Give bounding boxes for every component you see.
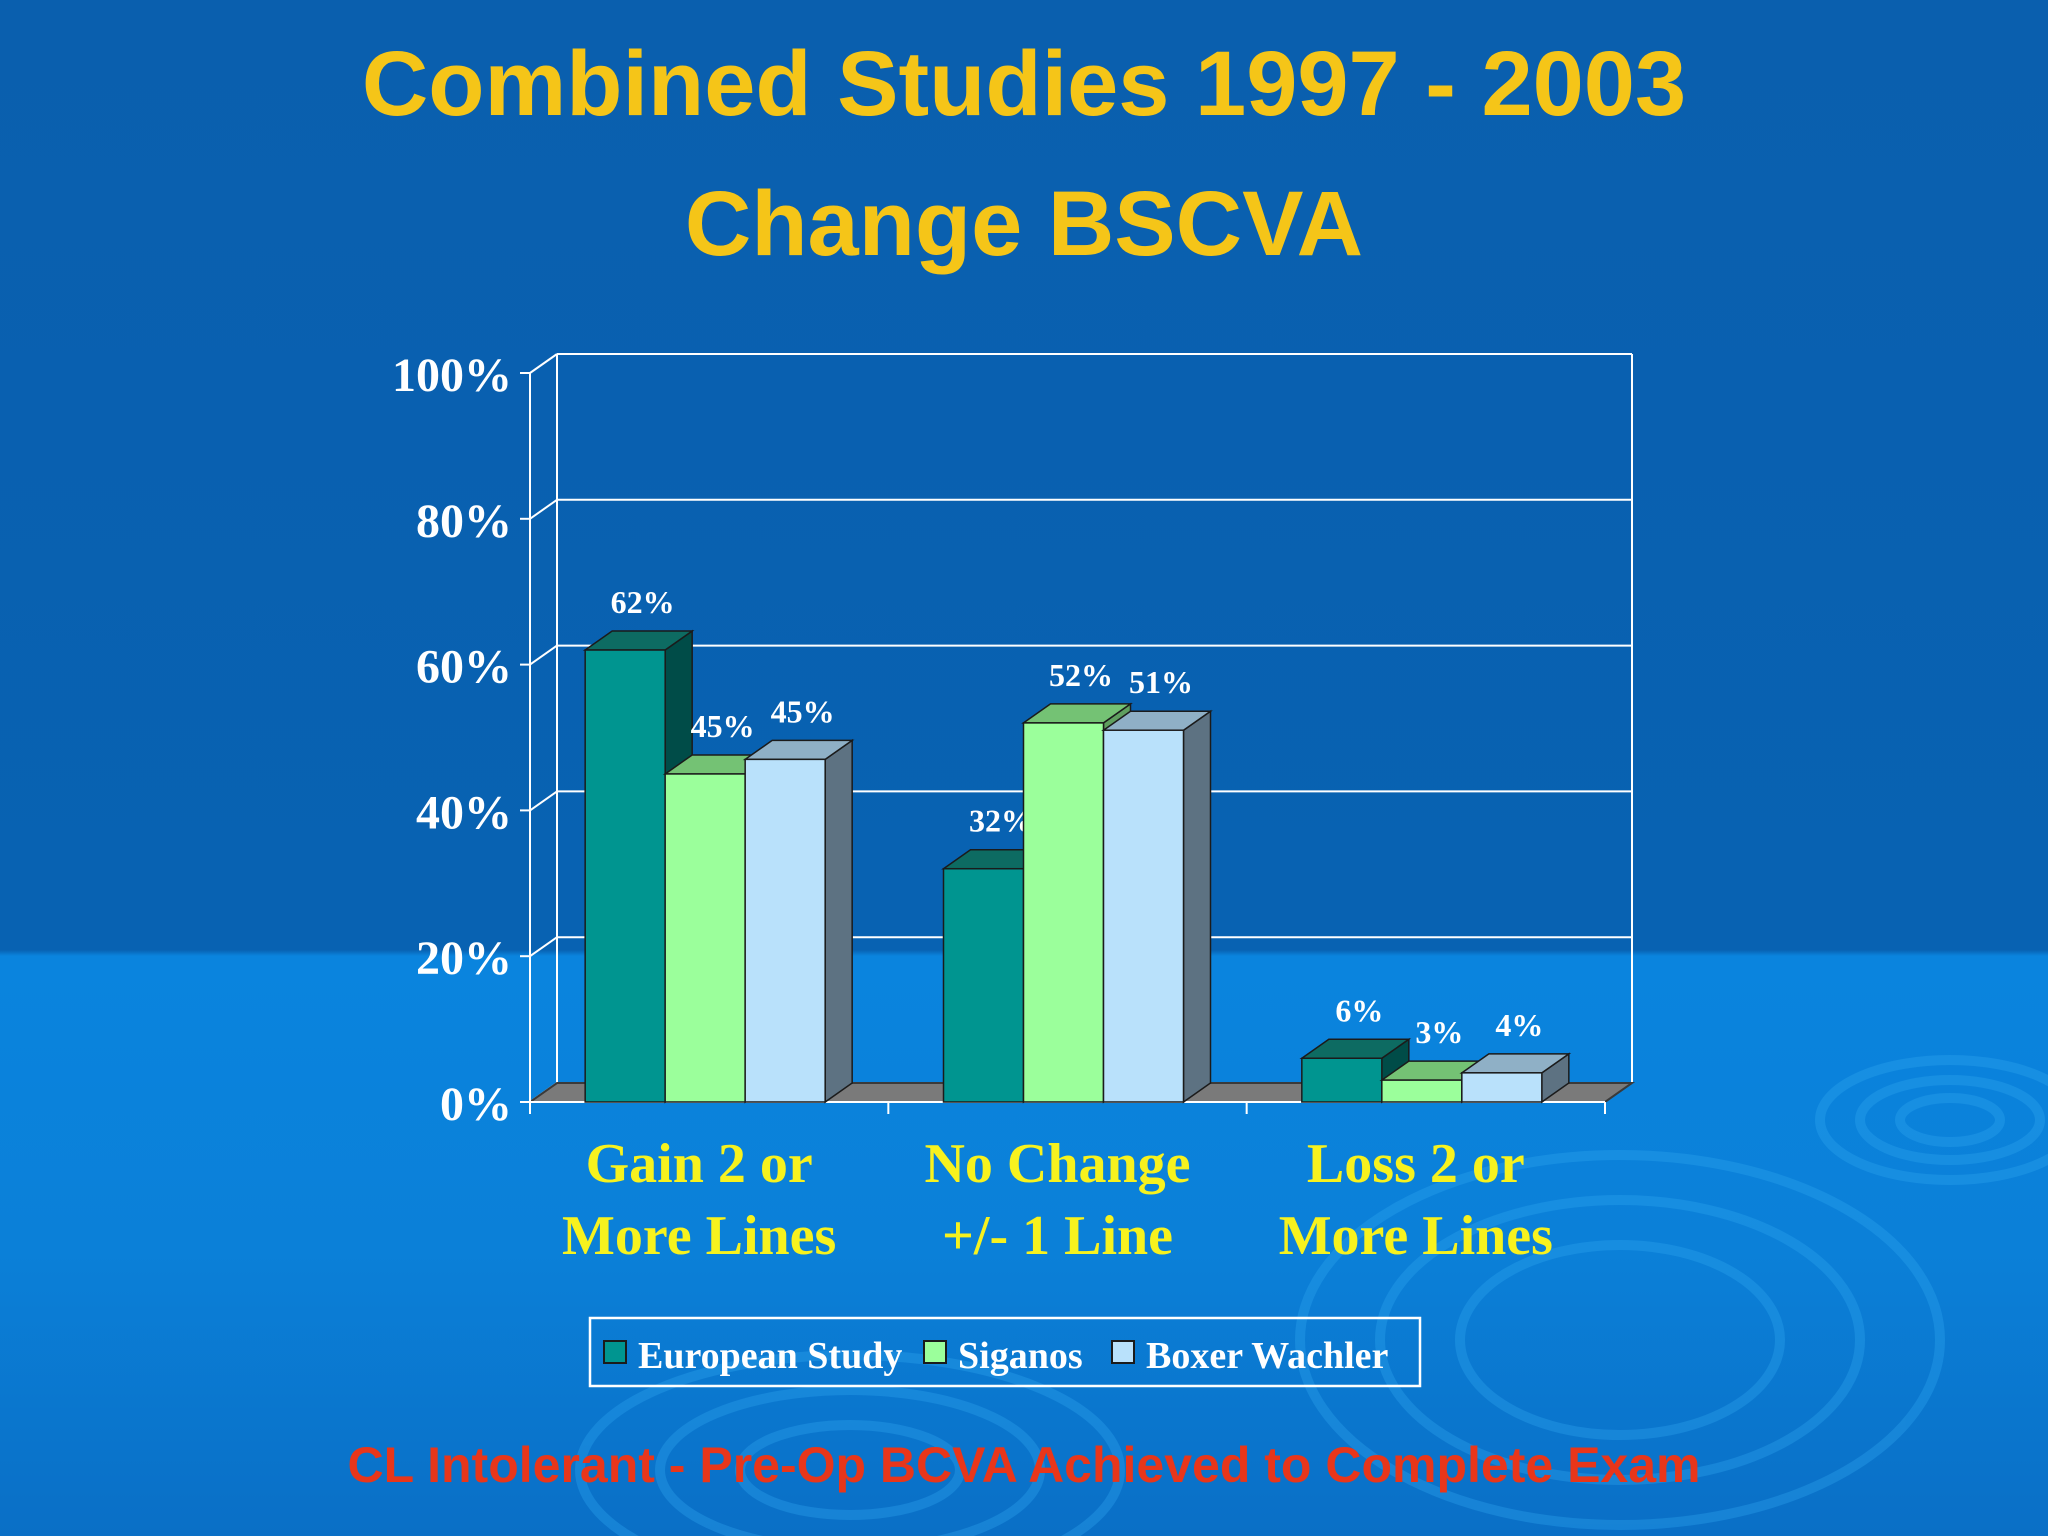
bar-front [664, 773, 746, 1103]
y-tick-label: 20% [416, 932, 512, 985]
y-tick-label: 100% [392, 349, 512, 402]
data-label: 32% [969, 803, 1033, 839]
bar [1459, 1052, 1572, 1104]
legend-swatch [1111, 1340, 1135, 1364]
category-label: Loss 2 or [1307, 1133, 1525, 1195]
data-label: 62% [611, 584, 675, 620]
gridline-depth [529, 790, 558, 812]
category-label: Gain 2 or [586, 1133, 813, 1195]
data-label: 45% [771, 693, 835, 729]
data-label: 4% [1495, 1007, 1543, 1043]
gridline-depth [529, 936, 558, 958]
legend: European Study Siganos Boxer Wachler [588, 1316, 1422, 1388]
category-label: No Change [924, 1133, 1190, 1195]
bar-front [1381, 1079, 1463, 1103]
gridline-depth [529, 353, 558, 374]
gridline-depth [529, 644, 558, 666]
bar-front [1461, 1072, 1543, 1103]
footer-note: CL Intolerant - Pre-Op BCVA Achieved to … [347, 1437, 1701, 1493]
legend-label: Siganos [958, 1335, 1083, 1377]
y-tick-label: 60% [416, 641, 512, 694]
bar [742, 738, 855, 1104]
slide-subtitle: Change BSCVA [684, 173, 1364, 275]
legend-label: Boxer Wachler [1146, 1335, 1389, 1377]
y-tick-label: 80% [416, 495, 512, 548]
data-label: 3% [1415, 1014, 1463, 1050]
data-label: 45% [691, 708, 755, 744]
legend-swatch [923, 1340, 947, 1364]
bar-front [1102, 729, 1185, 1103]
legend-swatch [603, 1340, 627, 1364]
data-label: 51% [1129, 664, 1193, 700]
bar-side [1182, 709, 1212, 1104]
bar-side [824, 738, 853, 1104]
data-label: 52% [1049, 657, 1113, 693]
gridline-depth [529, 498, 558, 520]
y-tick-label: 40% [416, 786, 512, 839]
bar-front [1022, 722, 1105, 1103]
bar-front [744, 758, 826, 1103]
bar-front [584, 649, 666, 1103]
category-label: +/- 1 Line [942, 1205, 1173, 1267]
bar-front [942, 867, 1025, 1103]
bar [1101, 709, 1213, 1104]
data-label: 6% [1335, 992, 1383, 1028]
category-label: More Lines [562, 1205, 836, 1267]
slide-title: Combined Studies 1997 - 2003 [361, 33, 1687, 135]
y-tick-label: 0% [440, 1078, 512, 1131]
legend-label: European Study [638, 1335, 902, 1377]
category-label: More Lines [1279, 1205, 1553, 1267]
bar-front [1301, 1057, 1383, 1103]
legend-box [588, 1316, 1422, 1388]
